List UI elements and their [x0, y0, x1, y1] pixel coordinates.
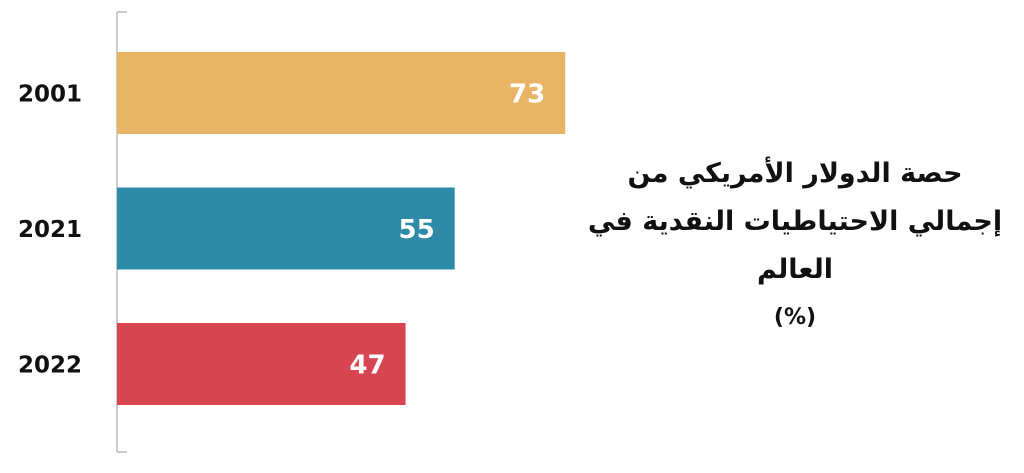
category-label: 2021 [18, 217, 82, 243]
category-label: 2022 [18, 353, 82, 379]
title-block: حصة الدولار الأمريكي من إجمالي الاحتياطي… [585, 150, 1005, 342]
bar [117, 323, 406, 405]
category-label: 2001 [18, 82, 82, 108]
bar [117, 187, 455, 270]
chart-title: حصة الدولار الأمريكي من إجمالي الاحتياطي… [587, 158, 1003, 285]
value-label: 55 [399, 215, 435, 245]
value-label: 73 [509, 80, 545, 110]
bar [117, 52, 566, 134]
value-label: 47 [349, 351, 385, 381]
chart-subtitle: (%) [773, 305, 817, 330]
